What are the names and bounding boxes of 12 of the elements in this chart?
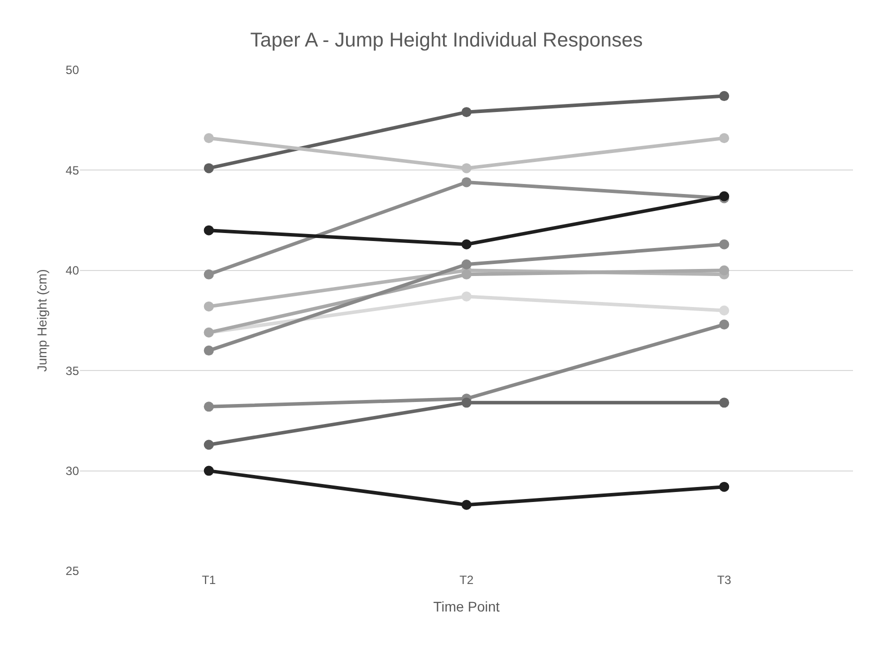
x-axis-title: Time Point — [433, 598, 500, 614]
y-tick-label: 35 — [66, 364, 80, 378]
x-tick-label: T3 — [717, 573, 732, 587]
y-tick-label: 25 — [66, 564, 80, 578]
y-axis-title: Jump Height (cm) — [34, 269, 50, 372]
y-tick-label: 50 — [66, 63, 80, 78]
y-tick-label: 30 — [66, 464, 80, 478]
chart-title: Taper A - Jump Height Individual Responses — [250, 30, 643, 52]
x-tick-label: T1 — [202, 573, 216, 587]
y-tick-label: 45 — [66, 163, 80, 178]
y-tick-label: 40 — [66, 264, 80, 278]
x-tick-label: T2 — [459, 573, 474, 587]
